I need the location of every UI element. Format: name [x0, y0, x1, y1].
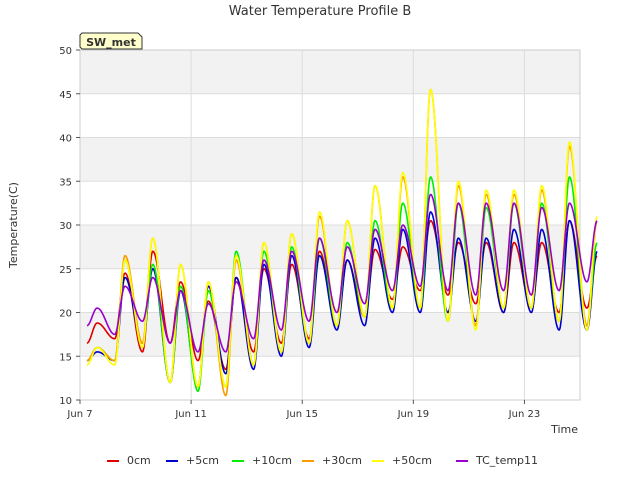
legend-label-+30cm: +30cm: [322, 454, 362, 467]
x-tick-label: Jun 11: [174, 409, 207, 420]
series-lines: [86, 88, 598, 397]
y-tick-label: 15: [59, 352, 72, 363]
x-tick-label: Jun 7: [66, 409, 92, 420]
y-tick-label: 40: [59, 134, 72, 145]
station-badge: SW_met: [79, 32, 143, 50]
series-line-TC_temp11: [86, 193, 598, 353]
x-tick-label: Jun 19: [397, 409, 430, 420]
legend-label-+5cm: +5cm: [186, 454, 219, 467]
x-tick-label: Jun 23: [508, 409, 541, 420]
y-tick-label: 45: [59, 90, 72, 101]
plot-band: [80, 356, 580, 400]
y-tick-label: 50: [59, 46, 72, 57]
legend-label-+50cm: +50cm: [392, 454, 432, 467]
y-axis-label: Temperature(C): [7, 182, 20, 269]
chart-title: Water Temperature Profile B: [229, 4, 412, 19]
y-tick-label: 25: [59, 265, 72, 276]
station-badge-label: SW_met: [86, 36, 136, 49]
legend: 0cm +5cm +10cm +30cm +50cm TC_temp11: [107, 454, 538, 467]
y-tick-label: 35: [59, 177, 72, 188]
y-tick-label: 30: [59, 221, 72, 232]
axis-ticks: 10 15 20 25 30 35 40 45 50 Jun 7 Jun 11 Jun 15 Jun 1…: [59, 46, 540, 420]
plot-band: [80, 50, 580, 94]
plot-band: [80, 93, 580, 138]
x-tick-label: Jun 15: [285, 409, 318, 420]
legend-label-0cm: 0cm: [127, 454, 151, 467]
plot-band: [80, 137, 580, 182]
y-tick-label: 20: [59, 309, 72, 320]
x-axis-label: Time: [550, 423, 578, 436]
y-tick-label: 10: [59, 396, 72, 407]
legend-label-+10cm: +10cm: [252, 454, 292, 467]
legend-label-TC_temp11: TC_temp11: [475, 454, 538, 467]
plot-background-bands: [80, 50, 580, 400]
plot-band: [80, 312, 580, 357]
plot-band: [80, 181, 580, 225]
